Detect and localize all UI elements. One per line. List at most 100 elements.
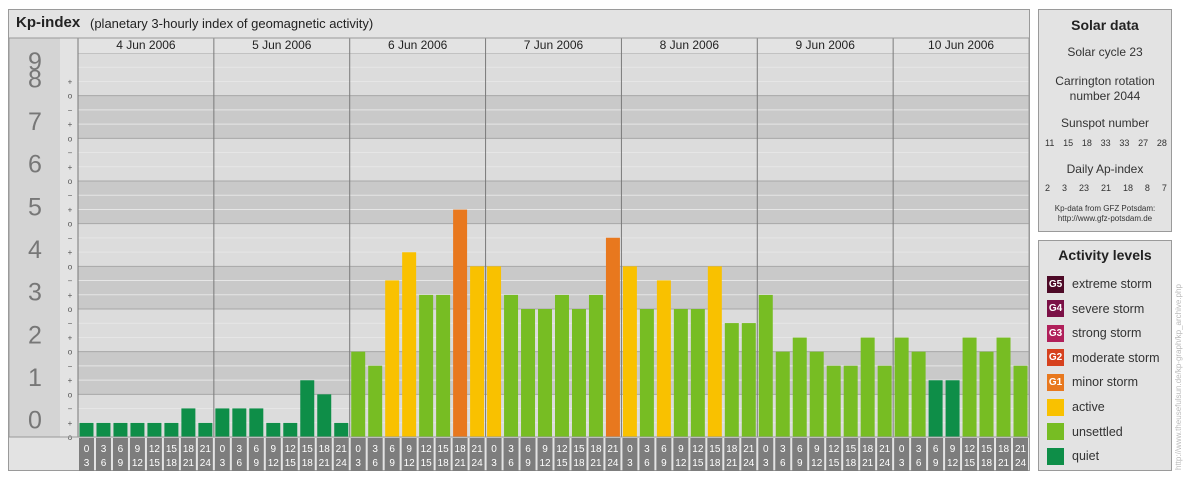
time-end-label: 15 (421, 458, 433, 469)
kp-band (78, 138, 1029, 181)
time-start-label: 18 (862, 444, 874, 455)
ap-value: 21 (1100, 183, 1111, 193)
y-tick-label: 7 (28, 108, 42, 136)
kp-bar (826, 365, 841, 437)
day-label: 8 Jun 2006 (660, 38, 720, 52)
time-end-label: 18 (573, 458, 585, 469)
kp-bar (962, 337, 977, 437)
time-start-label: 3 (372, 444, 378, 455)
time-start-label: 12 (828, 444, 840, 455)
kp-bar (673, 309, 688, 437)
activity-levels-title: Activity levels (1058, 247, 1152, 263)
time-slot-cell (95, 438, 111, 471)
data-source-link[interactable]: http://www.gfz-potsdam.de (1057, 214, 1153, 223)
time-end-label: 3 (627, 458, 633, 469)
y-tick-label: 3 (28, 279, 42, 307)
legend-label: severe storm (1072, 301, 1145, 316)
ap-value: 2 (1045, 183, 1051, 193)
kp-bar (843, 365, 858, 437)
kp-bar (521, 309, 536, 437)
carrington-line1: Carrington rotation (1055, 74, 1155, 88)
ap-value: 18 (1122, 183, 1133, 193)
time-end-label: 15 (556, 458, 568, 469)
kp-bar (181, 408, 196, 437)
kp-bar (385, 280, 400, 437)
kp-band (78, 223, 1029, 267)
time-start-label: 9 (542, 444, 548, 455)
time-end-label: 24 (336, 458, 348, 469)
time-end-label: 9 (254, 458, 260, 469)
legend-swatch (1047, 447, 1064, 465)
sub-tick-label: − (68, 234, 73, 243)
kp-bar (656, 280, 671, 437)
time-start-label: 0 (491, 444, 497, 455)
solar-cycle: Solar cycle 23 (1067, 45, 1143, 59)
time-end-label: 12 (132, 458, 144, 469)
kp-bar (996, 337, 1011, 437)
kp-bar (96, 422, 111, 437)
kp-bar (979, 351, 994, 437)
y-tick-label: 5 (28, 193, 42, 221)
kp-bar (690, 309, 705, 437)
time-start-label: 15 (981, 444, 993, 455)
y-tick-label: 9 (28, 48, 42, 76)
legend-item: unsettled (1047, 423, 1123, 441)
kp-bar (198, 422, 213, 437)
time-slot-cell (486, 438, 502, 471)
kp-bar (317, 394, 332, 437)
legend-swatch (1047, 423, 1064, 441)
time-start-label: 6 (933, 444, 939, 455)
time-slot-cell (979, 438, 995, 471)
time-start-label: 12 (421, 444, 433, 455)
legend-label: moderate storm (1072, 350, 1160, 365)
time-start-label: 21 (879, 444, 891, 455)
kp-bar (1013, 365, 1028, 437)
time-start-label: 6 (389, 444, 395, 455)
time-start-label: 21 (472, 444, 484, 455)
time-start-label: 3 (508, 444, 514, 455)
day-label: 6 Jun 2006 (388, 38, 448, 52)
sub-tick-label: − (68, 277, 73, 286)
time-start-label: 3 (916, 444, 922, 455)
time-slot-cell (826, 438, 842, 471)
time-end-label: 15 (285, 458, 297, 469)
time-end-label: 6 (644, 458, 650, 469)
kp-bar (130, 422, 145, 437)
sub-tick-label: + (68, 205, 73, 214)
legend-item: G1 minor storm (1047, 373, 1138, 391)
ap-value: 7 (1161, 183, 1167, 193)
kp-bar (639, 309, 654, 437)
carrington-line2: number 2044 (1069, 89, 1141, 103)
time-end-label: 12 (811, 458, 823, 469)
y-tick-label: 2 (28, 321, 42, 349)
time-slot-cell (503, 438, 519, 471)
legend-swatch: G3 (1047, 324, 1064, 342)
sub-tick-label: o (68, 220, 73, 229)
time-slot-cell (962, 438, 978, 471)
time-slot-cell (537, 438, 553, 471)
time-slot-cell (333, 438, 349, 471)
time-end-label: 24 (1015, 458, 1027, 469)
time-slot-cell (656, 438, 672, 471)
legend-label: strong storm (1072, 326, 1142, 341)
time-start-label: 0 (84, 444, 90, 455)
time-start-label: 15 (709, 444, 721, 455)
ap-value: 3 (1061, 183, 1067, 193)
time-end-label: 9 (661, 458, 667, 469)
time-slot-cell (809, 438, 825, 471)
time-start-label: 15 (573, 444, 585, 455)
kp-bar (809, 351, 824, 437)
kp-bar (775, 351, 790, 437)
kp-bar (741, 323, 756, 437)
sub-tick-label: − (68, 149, 73, 158)
ap-index-values: 2 3 23 21 18 8 7 (1045, 183, 1167, 193)
time-slot-cell (588, 438, 604, 471)
legend-item: G4 severe storm (1047, 300, 1144, 318)
time-start-label: 0 (220, 444, 226, 455)
kp-bar (402, 252, 417, 437)
time-start-label: 12 (692, 444, 704, 455)
legend-item: active (1047, 398, 1105, 416)
time-slot-cell (197, 438, 213, 471)
time-start-label: 6 (661, 444, 667, 455)
time-slot-cell (741, 438, 757, 471)
